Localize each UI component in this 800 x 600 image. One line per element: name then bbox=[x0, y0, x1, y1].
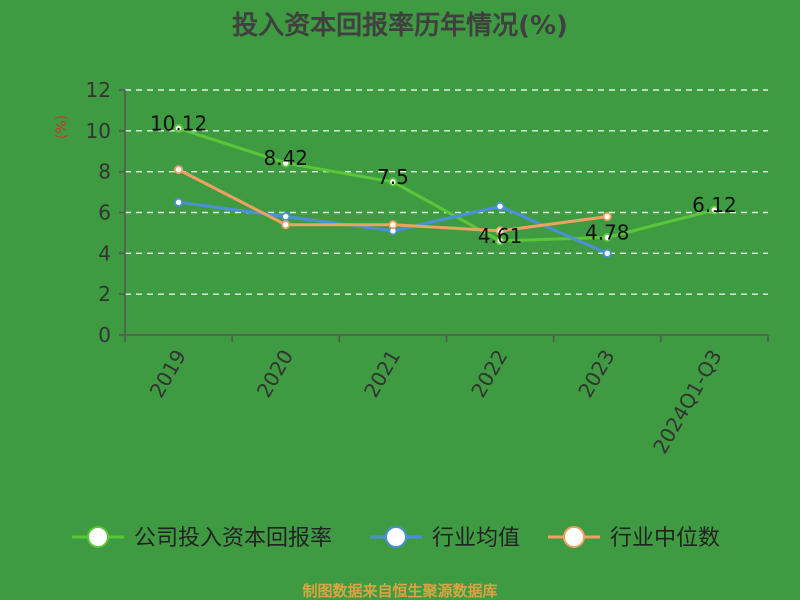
data-label: 4.78 bbox=[585, 220, 630, 244]
series-point-0 bbox=[174, 123, 184, 133]
series-point-2 bbox=[174, 165, 184, 175]
series-point-0 bbox=[495, 236, 505, 246]
series-point-2 bbox=[495, 226, 505, 236]
legend-swatch-marker bbox=[385, 526, 407, 548]
data-label: 7.5 bbox=[377, 165, 409, 189]
x-tick-label: 2020 bbox=[252, 346, 298, 402]
data-labels: 10.12 8.42 7.5 4.61 4.78 6.12 bbox=[150, 111, 737, 247]
legend-label: 行业中位数 bbox=[610, 526, 720, 551]
series-point-1 bbox=[495, 201, 505, 211]
data-source-note: 制图数据来自恒生聚源数据库 bbox=[302, 582, 497, 600]
data-label: 10.12 bbox=[150, 111, 207, 135]
legend-label: 行业均值 bbox=[432, 526, 520, 551]
legend: 公司投入资本回报率 行业均值 行业中位数 bbox=[72, 526, 720, 551]
x-tick-label: 2024Q1-Q3 bbox=[648, 346, 727, 458]
series-point-0 bbox=[602, 232, 612, 242]
y-tick-label: 12 bbox=[86, 78, 111, 102]
y-tick-label: 8 bbox=[98, 160, 111, 184]
y-axis-unit-label: (%) bbox=[54, 115, 70, 139]
series-point-2 bbox=[602, 212, 612, 222]
legend-label: 公司投入资本回报率 bbox=[134, 526, 332, 551]
x-tick-label: 2021 bbox=[359, 346, 405, 402]
series-point-1 bbox=[281, 212, 291, 222]
series-point-1 bbox=[602, 248, 612, 258]
series-point-0 bbox=[281, 158, 291, 168]
legend-swatch-marker bbox=[87, 526, 109, 548]
series-point-0 bbox=[388, 177, 398, 187]
series-point-2 bbox=[281, 220, 291, 230]
y-tick-label: 2 bbox=[98, 282, 111, 306]
y-tick-label: 10 bbox=[86, 119, 111, 143]
y-tick-label: 4 bbox=[98, 241, 111, 265]
data-label: 8.42 bbox=[263, 146, 308, 170]
series-lines bbox=[174, 123, 719, 258]
data-label: 4.61 bbox=[478, 224, 523, 248]
legend-swatch-marker bbox=[563, 526, 585, 548]
series-point-2 bbox=[388, 220, 398, 230]
x-tick-label: 2022 bbox=[466, 346, 512, 402]
chart-title: 投入资本回报率历年情况(%) bbox=[232, 10, 568, 41]
data-label: 6.12 bbox=[692, 193, 737, 217]
series-point-1 bbox=[174, 197, 184, 207]
x-tick-label: 2019 bbox=[145, 346, 191, 402]
series-point-0 bbox=[709, 205, 719, 215]
y-tick-label: 6 bbox=[98, 201, 111, 225]
x-tick-label: 2023 bbox=[573, 346, 619, 402]
y-tick-label: 0 bbox=[98, 323, 111, 347]
series-line-0 bbox=[178, 126, 715, 243]
